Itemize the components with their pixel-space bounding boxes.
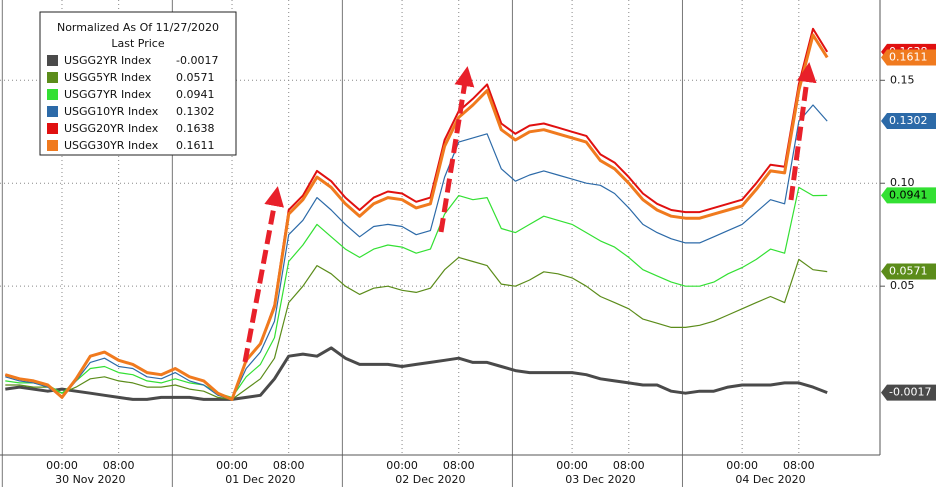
arrow: [242, 186, 284, 363]
legend-swatch: [47, 106, 58, 117]
x-tick-label: 08:00: [443, 459, 475, 472]
legend-swatch: [47, 55, 58, 66]
x-tick-label: 08:00: [103, 459, 135, 472]
price-badge-label: 0.0571: [889, 265, 928, 278]
series-line: [4, 33, 829, 401]
price-badge-label: 0.1611: [889, 50, 928, 63]
x-tick-label: 00:00: [386, 459, 418, 472]
legend-label: USGG10YR Index: [64, 105, 159, 118]
legend-value: 0.1638: [176, 122, 215, 135]
legend: Normalized As Of 11/27/2020 Last Price U…: [39, 11, 237, 156]
legend-value: 0.1611: [176, 139, 215, 152]
y-tick-label: 0.05: [890, 279, 915, 292]
price-badge-label: -0.0017: [889, 386, 931, 399]
series-line: [5, 186, 828, 398]
x-tick-label: 00:00: [216, 459, 248, 472]
x-date-label: 30 Nov 2020: [55, 473, 125, 486]
legend-label: USGG5YR Index: [64, 71, 152, 84]
legend-value: 0.0571: [176, 71, 215, 84]
y-tick-label: 0.15: [890, 73, 915, 86]
legend-label: USGG20YR Index: [64, 122, 159, 135]
price-badge-label: 0.0941: [889, 188, 928, 201]
x-tick-label: 00:00: [46, 459, 78, 472]
legend-subtitle: Last Price: [111, 37, 164, 50]
x-date-label: 03 Dec 2020: [565, 473, 635, 486]
legend-box: [39, 11, 237, 156]
price-badge: [881, 263, 936, 280]
y-tick-label: 0.10: [890, 176, 915, 189]
annotation-arrows: [242, 62, 817, 363]
series-line: [5, 104, 828, 400]
legend-swatch: [47, 72, 58, 83]
x-tick-label: 08:00: [783, 459, 815, 472]
x-tick-label: 08:00: [273, 459, 305, 472]
x-tick-label: 00:00: [556, 459, 588, 472]
price-badge: [881, 187, 936, 204]
series-line: [5, 346, 828, 401]
legend-value: 0.0941: [176, 88, 215, 101]
price-badge: [881, 49, 936, 66]
legend-swatch: [47, 89, 58, 100]
x-tick-label: 00:00: [726, 459, 758, 472]
price-badge: [881, 113, 936, 130]
legend-value: 0.1302: [176, 105, 215, 118]
legend-label: USGG7YR Index: [64, 88, 152, 101]
legend-label: USGG2YR Index: [64, 54, 152, 67]
lines-layer: [4, 27, 829, 401]
price-badge: [881, 384, 936, 401]
legend-title: Normalized As Of 11/27/2020: [57, 21, 219, 34]
legend-swatch: [47, 140, 58, 151]
legend-label: USGG30YR Index: [64, 139, 159, 152]
legend-value: -0.0017: [176, 54, 218, 67]
x-date-label: 04 Dec 2020: [735, 473, 805, 486]
series-line: [5, 256, 828, 400]
price-badge-label: 0.1302: [889, 114, 928, 127]
legend-swatch: [47, 123, 58, 134]
x-tick-label: 08:00: [613, 459, 645, 472]
arrow: [438, 66, 475, 233]
x-date-label: 01 Dec 2020: [225, 473, 295, 486]
arrow: [788, 62, 817, 201]
x-date-label: 02 Dec 2020: [395, 473, 465, 486]
